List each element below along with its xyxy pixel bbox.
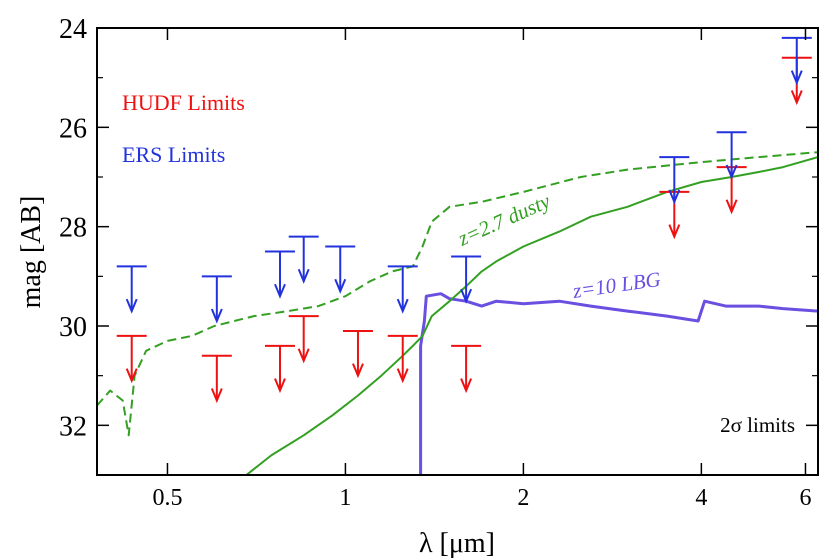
x-tick-label: 1 [339, 485, 351, 511]
y-tick-label: 26 [59, 113, 87, 144]
hudf-limit [116, 334, 147, 384]
legend-ers-label: ERS Limits [122, 142, 225, 167]
ers-limit [716, 131, 747, 180]
ers-limit [325, 245, 356, 294]
hudf-limit-head [725, 199, 738, 215]
plot-frame [96, 27, 819, 476]
curves [97, 151, 818, 475]
ers-limit [387, 265, 418, 314]
ers-limit [451, 255, 482, 304]
ers-limit-head [210, 308, 223, 324]
legend-hudf-label: HUDF Limits [122, 90, 245, 115]
series-line-0 [419, 292, 818, 475]
series-line-2 [245, 156, 818, 475]
x-tick-label: 6 [799, 485, 811, 511]
ers-limit-head [790, 70, 803, 86]
y-tick-label: 24 [59, 14, 87, 45]
hudf-limit-head [125, 368, 138, 384]
ers-limit-head [460, 288, 473, 304]
ers-limit-head [396, 298, 409, 314]
curve-label-lbg: z=10 LBG [570, 267, 662, 303]
sigma-note: 2σ limits [720, 413, 795, 437]
x-axis-label: λ [μm] [419, 528, 495, 559]
hudf-limit-head [396, 368, 409, 384]
series-line-1 [97, 151, 818, 437]
x-tick-label: 4 [695, 485, 707, 511]
ers-limit-head [274, 283, 286, 299]
ers-limit [288, 235, 319, 284]
y-axis-label: mag [AB] [16, 196, 47, 309]
ers-limit [201, 275, 232, 324]
hudf-limit [342, 329, 373, 379]
hudf-limit [387, 334, 418, 384]
hudf-limit [201, 354, 232, 404]
ers-limit [781, 36, 812, 86]
ers-limit-head [334, 278, 347, 294]
hudf-limit-head [297, 348, 310, 364]
hudf-limit-head [274, 378, 286, 394]
hudf-limit-head [352, 363, 364, 379]
hudf-limit-head [790, 90, 803, 106]
hudf-limit-head [668, 224, 681, 240]
y-tick-label: 28 [59, 213, 87, 244]
y-tick-label: 30 [59, 312, 87, 343]
hudf-limit [288, 315, 319, 364]
ers-limit [659, 156, 690, 205]
x-tick-label: 2 [517, 485, 529, 511]
ers-limit-head [725, 164, 738, 180]
y-tick-label: 32 [59, 411, 87, 442]
hudf-limit [264, 344, 295, 394]
curve-label-dusty: z=2.7 dusty [453, 188, 554, 251]
limit-markers [116, 36, 812, 404]
hudf-limit-head [460, 378, 473, 394]
hudf-limit-head [210, 388, 223, 404]
ers-limit [264, 250, 295, 299]
ers-limit [116, 265, 147, 314]
x-tick-label: 0.5 [152, 485, 182, 511]
ers-limit-head [668, 189, 681, 205]
ers-limit-head [297, 268, 310, 284]
ers-limit-head [125, 298, 138, 314]
hudf-limit [451, 344, 482, 394]
